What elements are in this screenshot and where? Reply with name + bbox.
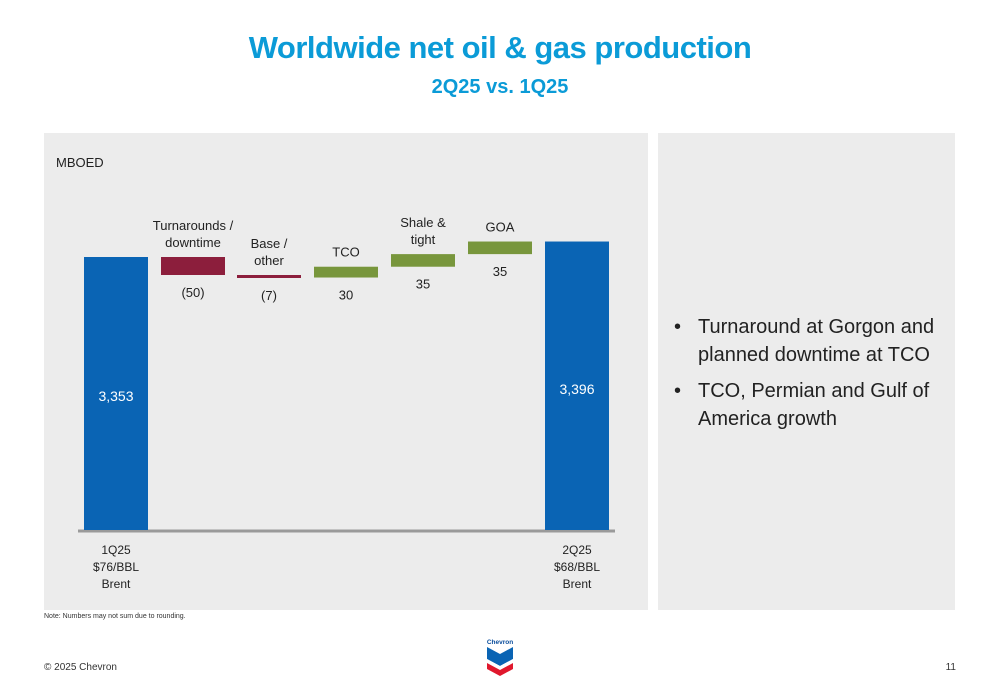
- page-number: 11: [945, 662, 956, 673]
- bullet-icon: •: [674, 380, 682, 402]
- end-total-bar: [545, 241, 609, 530]
- step-bar: [161, 257, 225, 275]
- step-category-label: GOA: [486, 220, 515, 235]
- step-bar: [237, 275, 301, 278]
- step-category-label: other: [254, 253, 284, 268]
- bullet-icon: •: [674, 316, 682, 338]
- start-category-label: Brent: [102, 577, 131, 591]
- waterfall-chart: MBOED 3,353 1Q25 $76/BBL Brent Turnarounds / d…: [56, 155, 615, 591]
- step-value-label: (7): [261, 288, 277, 303]
- commentary-panel: • Turnaround at Gorgon and planned downt…: [658, 133, 955, 610]
- commentary-bullet: • Turnaround at Gorgon and planned downt…: [674, 313, 944, 369]
- chevron-logo: Chevron: [487, 639, 513, 676]
- step-category-label: Turnarounds /: [153, 218, 234, 233]
- commentary-list: • Turnaround at Gorgon and planned downt…: [674, 313, 944, 441]
- commentary-bullet: • TCO, Permian and Gulf of America growt…: [674, 377, 944, 433]
- step-category-label: tight: [411, 232, 436, 247]
- page-title: Worldwide net oil & gas production: [248, 30, 752, 65]
- step-value-label: 35: [493, 264, 507, 279]
- step-bar: [314, 266, 378, 278]
- step-category-label: downtime: [165, 235, 221, 250]
- end-category-label: 2Q25: [562, 543, 592, 557]
- copyright: © 2025 Chevron: [44, 662, 117, 673]
- commentary-text: Turnaround at Gorgon and planned downtim…: [698, 316, 935, 366]
- step-value-label: 35: [416, 277, 430, 292]
- commentary-text: TCO, Permian and Gulf of America growth: [698, 380, 930, 430]
- start-category-label: $76/BBL: [93, 560, 139, 574]
- end-value-label: 3,396: [559, 381, 594, 397]
- page-subtitle: 2Q25 vs. 1Q25: [431, 76, 569, 98]
- end-category-label: $68/BBL: [554, 560, 600, 574]
- step-category-label: TCO: [332, 245, 359, 260]
- start-category-label: 1Q25: [101, 543, 131, 557]
- unit-label: MBOED: [56, 155, 104, 170]
- logo-wordmark: Chevron: [487, 639, 513, 646]
- end-category-label: Brent: [563, 577, 592, 591]
- step-value-label: (50): [181, 285, 204, 300]
- step-category-label: Base /: [251, 236, 288, 251]
- step-category-label: Shale &: [400, 215, 446, 230]
- step-value-label: 30: [339, 288, 353, 303]
- step-bar: [391, 254, 455, 267]
- start-value-label: 3,353: [98, 388, 133, 404]
- step-bar: [468, 241, 532, 255]
- footnote: Note: Numbers may not sum due to roundin…: [44, 613, 186, 620]
- chart-panel: MBOED 3,353 1Q25 $76/BBL Brent Turnarounds / d…: [44, 133, 648, 610]
- start-total-bar: [84, 257, 148, 530]
